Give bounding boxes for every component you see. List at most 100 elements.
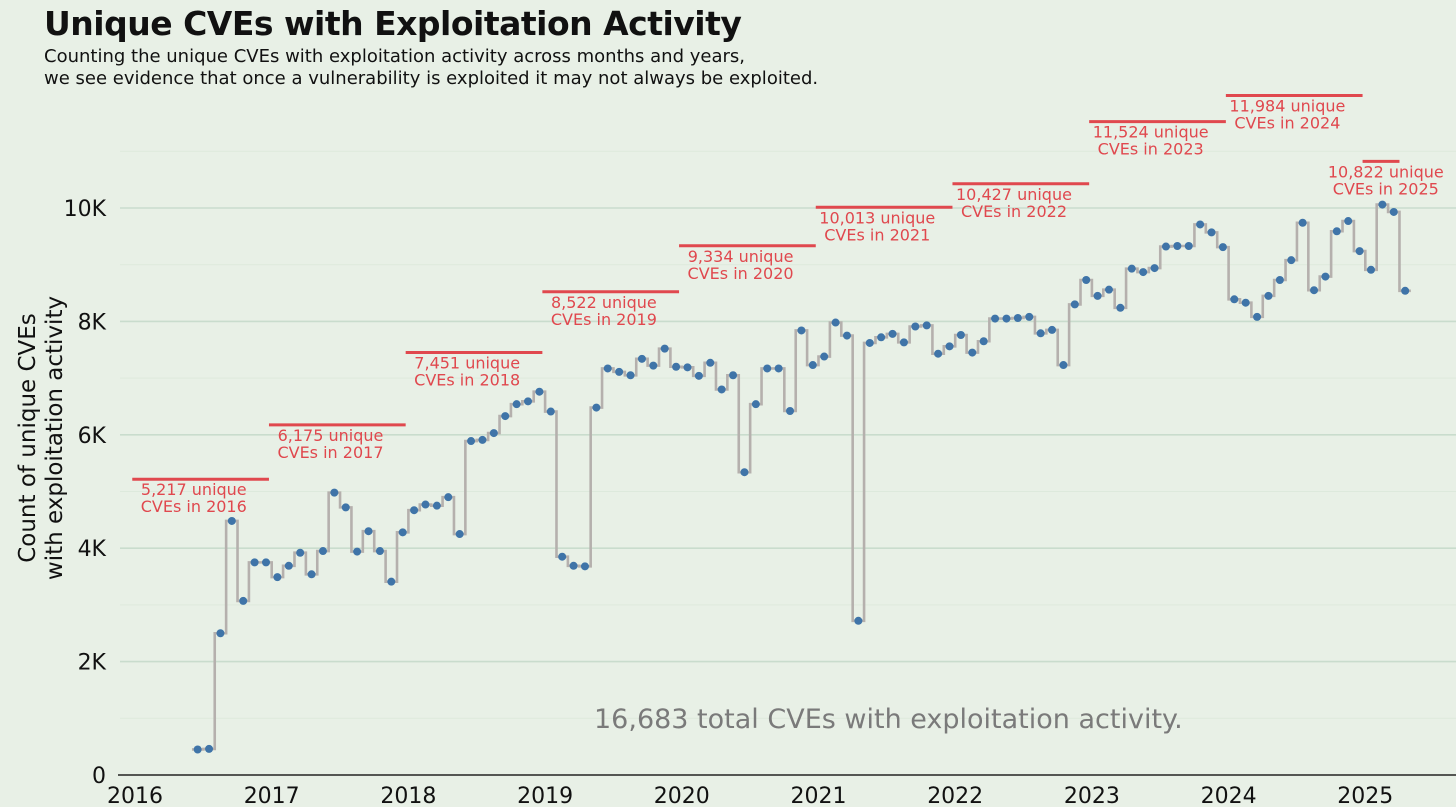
data-point: [615, 367, 624, 376]
data-point: [1218, 243, 1227, 252]
data-point: [1207, 228, 1216, 237]
subtitle-line-1: Counting the unique CVEs with exploitati…: [44, 46, 745, 67]
data-point: [262, 558, 271, 567]
data-point: [1344, 217, 1353, 226]
data-point: [945, 342, 954, 351]
year-annotation-label: 11,524 unique: [1093, 123, 1209, 142]
y-tick-label: 0: [92, 764, 106, 789]
data-point: [296, 548, 305, 557]
data-point: [854, 616, 863, 625]
data-point: [717, 385, 726, 394]
data-point: [501, 412, 510, 421]
data-point: [467, 437, 476, 446]
data-point: [421, 500, 430, 509]
data-point: [1116, 303, 1125, 312]
x-tick-label: 2016: [107, 784, 163, 807]
data-point: [569, 561, 578, 570]
subtitle-line-2: we see evidence that once a vulnerabilit…: [44, 68, 819, 89]
x-tick-label: 2018: [380, 784, 436, 807]
data-point: [1048, 325, 1057, 334]
data-point: [774, 364, 783, 373]
data-point: [786, 406, 795, 415]
data-point: [364, 527, 373, 536]
data-point: [899, 338, 908, 347]
data-point: [911, 322, 920, 331]
data-point: [1241, 298, 1250, 307]
data-point: [922, 321, 931, 330]
year-annotation-label: CVEs in 2024: [1234, 114, 1340, 133]
data-point: [808, 361, 817, 370]
year-annotation-label: CVEs in 2025: [1333, 179, 1439, 198]
data-point: [1298, 218, 1307, 227]
year-annotation-label: CVEs in 2019: [551, 310, 657, 329]
data-point: [535, 387, 544, 396]
data-point: [193, 745, 202, 754]
data-point: [1366, 265, 1375, 274]
data-point: [968, 348, 977, 357]
data-point: [558, 552, 567, 561]
data-point: [1287, 256, 1296, 265]
data-point: [1036, 329, 1045, 338]
data-point: [672, 362, 681, 371]
chart-subtitle: Counting the unique CVEs with exploitati…: [44, 46, 818, 90]
data-point: [683, 363, 692, 372]
data-point: [888, 329, 897, 338]
data-point: [1332, 227, 1341, 236]
year-annotation-label: CVEs in 2018: [414, 371, 520, 390]
data-point: [353, 547, 362, 556]
data-point: [1275, 276, 1284, 285]
data-point: [1264, 291, 1273, 300]
data-point: [991, 314, 1000, 323]
data-point: [273, 573, 282, 582]
data-point: [820, 352, 829, 361]
data-point: [478, 435, 487, 444]
y-axis-label-line: Count of unique CVEs: [15, 313, 41, 563]
data-point: [1389, 207, 1398, 216]
data-point: [877, 333, 886, 342]
data-point: [934, 349, 943, 358]
year-annotation-label: CVEs in 2023: [1098, 140, 1204, 159]
data-point: [1355, 247, 1364, 256]
data-point: [603, 364, 612, 373]
data-point: [1378, 200, 1387, 209]
year-annotation-label: CVEs in 2020: [688, 264, 794, 283]
year-annotation-label: CVEs in 2021: [824, 225, 930, 244]
data-point: [512, 400, 521, 409]
y-tick-label: 6K: [78, 424, 107, 449]
data-point: [1196, 220, 1205, 229]
x-tick-label: 2025: [1337, 784, 1393, 807]
year-annotation-label: 9,334 unique: [688, 247, 794, 266]
y-axis-label: Count of unique CVEs with exploitation ac…: [15, 296, 68, 580]
data-point: [375, 547, 384, 556]
data-point: [1173, 241, 1182, 250]
data-point: [216, 629, 225, 638]
data-point: [205, 744, 214, 753]
data-point: [341, 503, 350, 512]
year-annotation-label: CVEs in 2022: [961, 202, 1067, 221]
y-tick-label: 8K: [78, 310, 107, 335]
data-point: [410, 506, 419, 515]
data-point: [1104, 285, 1113, 294]
data-point: [649, 361, 658, 370]
y-tick-label: 2K: [78, 651, 107, 676]
data-point: [797, 326, 806, 335]
data-point: [842, 331, 851, 340]
year-annotation-label: 11,984 unique: [1229, 97, 1345, 116]
year-annotation-label: 7,451 unique: [414, 354, 520, 373]
data-point: [444, 493, 453, 502]
data-point: [1310, 286, 1319, 295]
data-point: [763, 364, 772, 373]
total-annotation: 16,683 total CVEs with exploitation acti…: [594, 704, 1183, 735]
data-point: [1025, 312, 1034, 321]
data-point: [1321, 272, 1330, 281]
data-point: [239, 596, 248, 605]
x-tick-label: 2019: [517, 784, 573, 807]
data-point: [694, 371, 703, 380]
x-tick-label: 2017: [244, 784, 300, 807]
year-annotation-label: 6,175 unique: [278, 426, 384, 445]
year-annotation-label: 10,013 unique: [819, 208, 935, 227]
data-point: [831, 318, 840, 327]
x-tick-label: 2020: [654, 784, 710, 807]
data-point: [1150, 264, 1159, 273]
data-point: [956, 331, 965, 340]
